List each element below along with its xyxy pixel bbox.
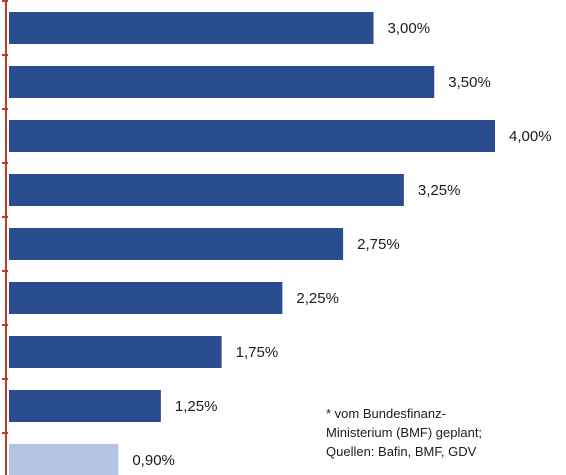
bar-value-label: 2,25%: [296, 290, 339, 307]
footnote: * vom Bundesfinanz- Ministerium (BMF) ge…: [326, 404, 564, 461]
bar: [9, 390, 161, 422]
bar-value-label: 2,75%: [357, 236, 400, 253]
bar-value-label: 1,25%: [175, 398, 218, 415]
bar-value-label: 4,00%: [509, 128, 552, 145]
bar: [9, 66, 435, 98]
footnote-line: Quellen: Bafin, BMF, GDV: [326, 444, 477, 459]
bar: [9, 228, 344, 260]
bar: [9, 444, 119, 475]
bar-value-label: 1,75%: [236, 344, 279, 361]
bar-value-label: 3,00%: [388, 20, 431, 37]
footnote-line: Ministerium (BMF) geplant;: [326, 425, 483, 440]
bar-value-label: 3,50%: [448, 74, 491, 91]
bar: [9, 336, 222, 368]
bar-value-label: 0,90%: [132, 452, 175, 469]
bar-value-label: 3,25%: [418, 182, 461, 199]
footnote-line: * vom Bundesfinanz-: [326, 406, 446, 421]
bar: [9, 12, 374, 44]
bar: [9, 282, 283, 314]
bar: [9, 120, 495, 152]
bar: [9, 174, 404, 206]
